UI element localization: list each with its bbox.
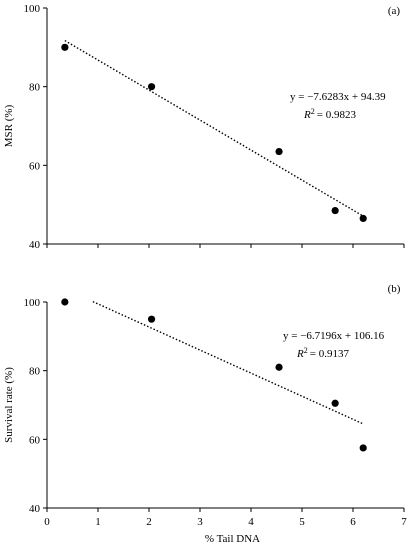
x-tick-label: 4 <box>248 516 254 528</box>
y-tick-label: 100 <box>24 297 41 309</box>
y-tick-label: 80 <box>29 366 41 378</box>
x-tick-label: 2 <box>146 516 152 528</box>
y-tick-label: 60 <box>29 434 41 446</box>
x-tick-label: 6 <box>350 516 356 528</box>
trendline <box>92 300 364 425</box>
r-squared-exponent: 2 <box>311 107 315 116</box>
x-tick-label: 3 <box>197 516 203 528</box>
r-squared-label: R <box>303 109 311 121</box>
data-point <box>359 444 367 452</box>
data-point <box>275 147 283 156</box>
r-squared-value: = 0.9137 <box>310 348 350 360</box>
data-point <box>359 214 367 223</box>
panel-b: 40 60 80 100 0 1 2 3 4 5 6 7 Survival rate (%) % Tail… <box>3 283 407 545</box>
x-axis-title: % Tail DNA <box>205 533 260 545</box>
regression-equation: y = −6.7196x + 106.16 <box>283 330 385 342</box>
y-tick-label: 40 <box>29 503 41 515</box>
r-squared-value: = 0.9823 <box>317 109 357 121</box>
r-squared: R2 = 0.9137 <box>296 346 349 360</box>
x-tick-label: 1 <box>95 516 101 528</box>
x-tick-label: 0 <box>44 516 50 528</box>
trendline <box>64 39 364 217</box>
x-tick-label: 7 <box>401 516 407 528</box>
data-point <box>147 315 156 323</box>
r-squared: R2 = 0.9823 <box>303 107 356 121</box>
panel-a: 40 60 80 100 MSR (%) (a) y = −7.6283x + 94.39 R… <box>3 3 405 251</box>
panel-tag: (b) <box>388 283 401 295</box>
y-tick-label: 80 <box>29 82 41 94</box>
y-axis-title: Survival rate (%) <box>3 367 15 443</box>
data-point <box>61 43 69 51</box>
y-tick-label: 60 <box>29 160 41 172</box>
data-point <box>147 83 156 91</box>
y-tick-label: 40 <box>29 239 41 251</box>
data-point <box>331 399 339 407</box>
r-squared-exponent: 2 <box>304 346 308 355</box>
y-axis-title: MSR (%) <box>3 104 15 147</box>
data-point <box>61 298 69 306</box>
x-tick-label: 5 <box>299 516 305 528</box>
regression-equation: y = −7.6283x + 94.39 <box>290 91 386 103</box>
y-tick-label: 100 <box>24 3 41 15</box>
r-squared-label: R <box>296 348 304 360</box>
data-point <box>275 363 283 371</box>
panel-tag: (a) <box>388 5 401 17</box>
data-point <box>331 206 339 215</box>
